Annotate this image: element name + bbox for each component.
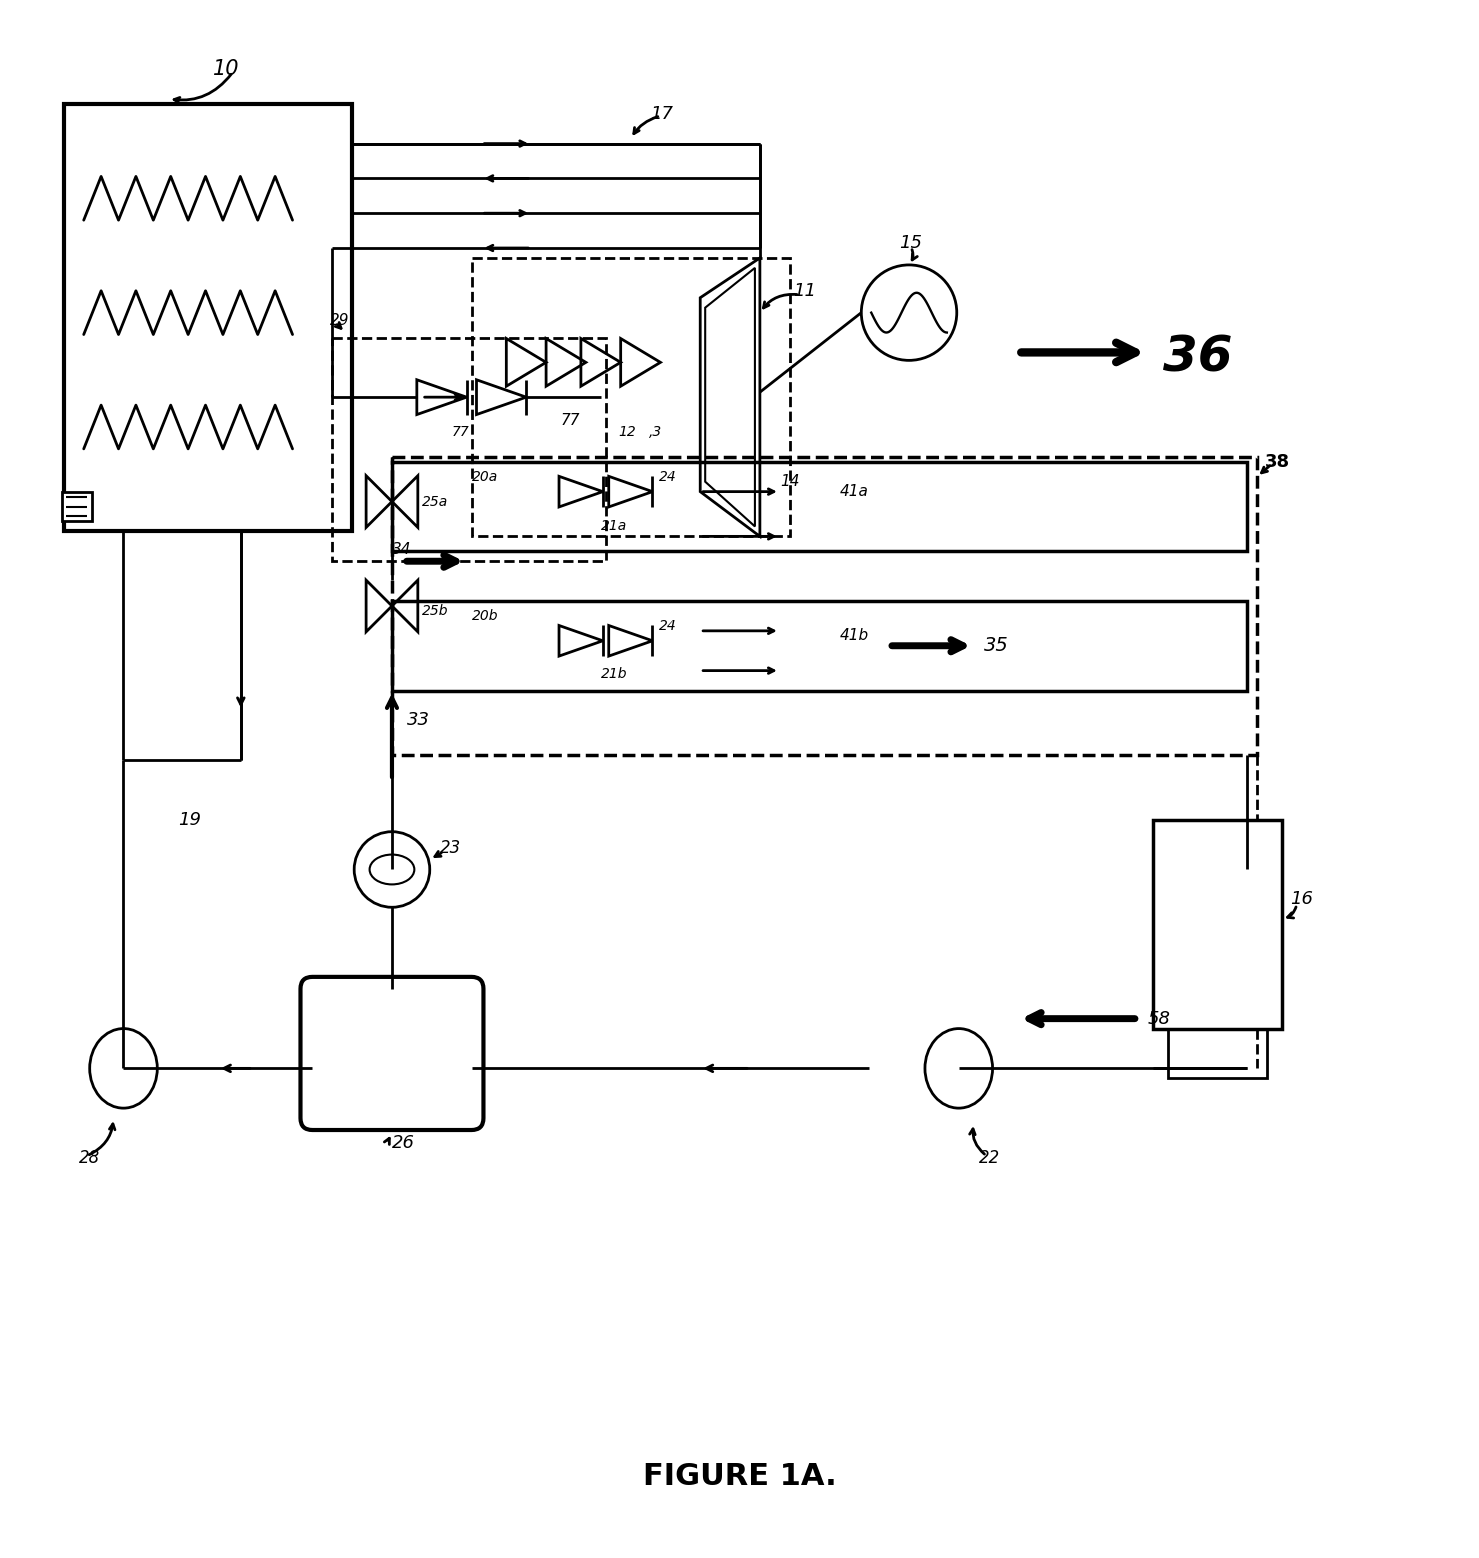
Bar [392,456,1257,756]
Text: 14: 14 [779,474,799,489]
Bar [62,492,92,522]
Text: 28: 28 [78,1148,101,1167]
Text: 77: 77 [451,425,469,439]
Bar [392,461,1247,552]
Text: 16: 16 [1290,890,1313,908]
Text: 77: 77 [561,413,581,427]
Text: 29: 29 [330,313,351,329]
Text: 19: 19 [177,810,201,829]
Text: 20a: 20a [472,469,498,483]
Text: 41a: 41a [840,485,868,499]
Text: 21a: 21a [600,519,627,533]
Bar [333,338,606,561]
Text: 24: 24 [658,469,676,483]
Text: 20b: 20b [472,609,498,623]
Text: 10: 10 [213,59,240,79]
Text: 58: 58 [1148,1010,1171,1028]
Bar [392,601,1247,690]
Text: 41b: 41b [840,628,868,643]
Text: 36: 36 [1162,333,1232,382]
Text: 23: 23 [439,838,461,857]
Text: 33: 33 [407,712,430,729]
Text: 12: 12 [618,425,636,439]
Text: FIGURE 1A.: FIGURE 1A. [643,1461,837,1491]
Text: 25b: 25b [422,605,448,619]
Text: ,3: ,3 [648,425,661,439]
Text: 24: 24 [658,619,676,633]
Text: 35: 35 [984,636,1009,656]
Bar [1152,820,1282,1028]
Bar [472,259,790,536]
Text: 34: 34 [392,542,411,556]
Bar [1167,1028,1268,1078]
Text: 38: 38 [1265,453,1290,471]
Text: 22: 22 [979,1148,1000,1167]
Text: 25a: 25a [422,494,448,508]
Text: 26: 26 [392,1134,416,1151]
Text: 17: 17 [651,104,673,123]
Text: 11: 11 [793,282,816,299]
Text: 21b: 21b [600,667,627,681]
Bar [64,104,352,531]
Text: 15: 15 [899,234,921,252]
